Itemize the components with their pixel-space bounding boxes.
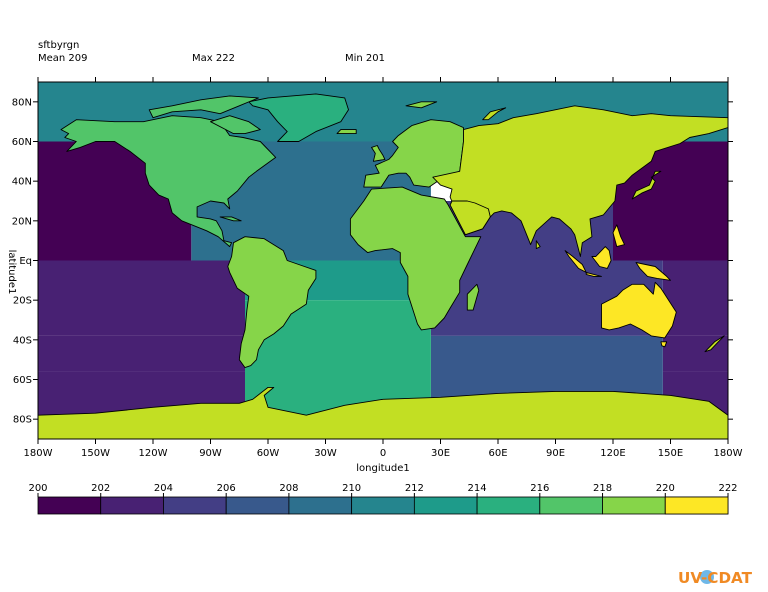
colorbar-swatch xyxy=(413,496,478,515)
land-novaya-zemlya xyxy=(482,107,507,121)
colorbar-swatch xyxy=(288,496,353,515)
land-philippines xyxy=(612,224,625,248)
x-tick-label: 120E xyxy=(600,448,625,459)
globe-icon xyxy=(700,570,714,584)
colorbar-swatch xyxy=(163,496,227,515)
land-canada-arctic xyxy=(148,95,259,119)
x-tick-label: 90W xyxy=(199,448,222,459)
y-tick-label: 20N xyxy=(12,216,32,227)
x-tick-label: 180W xyxy=(24,448,53,459)
x-axis-label: longitude1 xyxy=(356,463,409,474)
land-greenland xyxy=(248,93,349,142)
land-south-america xyxy=(227,236,317,369)
x-tick-label: 150E xyxy=(658,448,683,459)
colorbar-tick-label: 210 xyxy=(342,483,361,494)
colorbar-swatch xyxy=(351,496,415,515)
colorbar-tick-label: 216 xyxy=(530,483,549,494)
x-tick-label: 90E xyxy=(546,448,565,459)
colorbar-swatch xyxy=(225,496,290,515)
land-iceland xyxy=(336,129,357,135)
y-tick-label: 60S xyxy=(13,375,32,386)
axis-ticks: 180W 150W 120W 90W 60W 30W 0 30E 60E 90E 120E 150E 1… xyxy=(12,77,743,459)
colorbar-swatch xyxy=(539,496,603,515)
land-new-guinea xyxy=(635,262,671,281)
land-japan xyxy=(631,170,662,200)
x-tick-label: 60W xyxy=(257,448,280,459)
land-java xyxy=(585,271,602,277)
colorbar-tick-label: 206 xyxy=(217,483,236,494)
ocean-region-tropical-pacific xyxy=(38,260,245,336)
x-tick-label: 30E xyxy=(431,448,450,459)
colorbar-tick-label: 204 xyxy=(154,483,173,494)
land-europe xyxy=(363,119,464,188)
mean-value: Mean 209 xyxy=(38,53,88,64)
y-tick-label: 20S xyxy=(13,296,32,307)
min-value: Min 201 xyxy=(345,53,385,64)
colorbar-swatch xyxy=(37,496,102,515)
land-masses xyxy=(37,93,729,440)
colorbar-tick-label: 222 xyxy=(718,483,737,494)
y-tick-label: 60N xyxy=(12,137,32,148)
colorbar-tick-label: 212 xyxy=(405,483,424,494)
ocean-region-south-pacific xyxy=(38,335,245,372)
colorbar-swatch xyxy=(100,496,164,515)
x-tick-label: 150W xyxy=(81,448,110,459)
land-uk xyxy=(371,145,386,162)
land-asia xyxy=(432,105,729,257)
land-north-america xyxy=(60,115,277,248)
land-borneo xyxy=(591,246,612,269)
land-tasmania xyxy=(660,341,668,348)
land-africa xyxy=(349,186,482,331)
colorbar-tick-label: 202 xyxy=(91,483,110,494)
variable-name: sftbyrgn xyxy=(38,40,79,51)
colorbar-tick-label: 208 xyxy=(279,483,298,494)
colorbar-tick-label: 220 xyxy=(656,483,675,494)
land-svalbard xyxy=(405,101,438,109)
land-baffin xyxy=(210,115,261,135)
land-arabia xyxy=(449,200,491,236)
land-new-zealand xyxy=(704,335,725,353)
uvcdat-logo: UV-CDAT xyxy=(678,569,753,587)
colorbar-tick-label: 200 xyxy=(28,483,47,494)
land-australia xyxy=(601,281,677,339)
x-tick-label: 30W xyxy=(314,448,337,459)
y-axis-label: latitude1 xyxy=(6,250,17,295)
max-value: Max 222 xyxy=(192,53,235,64)
colorbar-tick-label: 214 xyxy=(468,483,487,494)
colorbar-tick-label: 218 xyxy=(593,483,612,494)
y-tick-label: 40S xyxy=(13,335,32,346)
land-madagascar xyxy=(466,283,480,311)
colorbar-swatch xyxy=(602,496,666,515)
x-tick-label: 120W xyxy=(139,448,168,459)
colorbar-swatch-top xyxy=(664,496,729,515)
y-tick-label: Eq xyxy=(19,256,32,267)
y-tick-label: 80N xyxy=(12,97,32,108)
x-tick-label: 0 xyxy=(380,448,386,459)
logo-text: UV-CDAT xyxy=(678,569,753,587)
colorbar: 200 202 204 206 208 210 212 214 216 218 220 222 xyxy=(28,483,738,515)
y-tick-label: 80S xyxy=(13,415,32,426)
land-sri-lanka xyxy=(535,240,541,250)
land-cuba xyxy=(219,216,242,222)
ocean-region-tropical-pacific xyxy=(662,260,728,336)
x-tick-label: 60E xyxy=(488,448,507,459)
land-antarctica xyxy=(37,386,729,440)
x-tick-label: 180W xyxy=(714,448,743,459)
colorbar-swatch xyxy=(476,496,541,515)
y-tick-label: 40N xyxy=(12,177,32,188)
